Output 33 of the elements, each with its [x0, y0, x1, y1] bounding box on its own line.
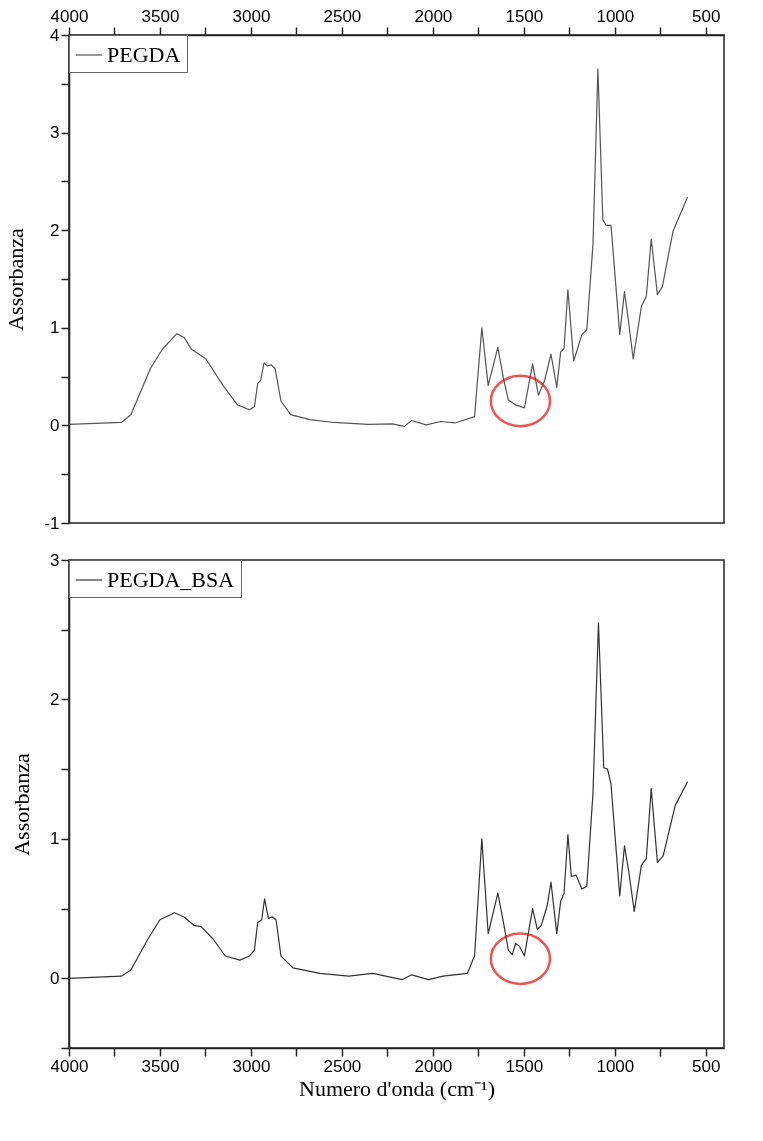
x-tick-label: 4000 [50, 1056, 89, 1076]
x-tick-label: 3000 [232, 1056, 271, 1076]
x-tick-label: 2500 [323, 1056, 362, 1076]
x-tick-label: 1000 [596, 6, 635, 26]
x-tick-label: 2500 [323, 6, 362, 26]
legend-label: PEGDA [107, 42, 181, 67]
x-tick-label: 1500 [505, 1056, 544, 1076]
y-axis-title: Assorbanza [3, 227, 29, 331]
x-tick-label: 2000 [414, 1056, 453, 1076]
y-tick-label: 0 [50, 968, 60, 988]
y-tick-label: 1 [50, 829, 60, 849]
y-tick-label: -1 [44, 513, 60, 533]
y-tick-label: 3 [50, 123, 60, 143]
y-axis-title: Assorbanza [9, 752, 35, 856]
legend-label: PEGDA_BSA [107, 567, 235, 592]
x-axis-title: Numero d'onda (cm⁻¹) [299, 1075, 495, 1101]
x-tick-label: 3500 [141, 1056, 180, 1076]
x-tick-label: 500 [692, 1056, 721, 1076]
y-tick-label: 4 [50, 25, 60, 45]
y-tick-label: 2 [50, 689, 60, 709]
y-tick-label: 0 [50, 415, 60, 435]
x-tick-label: 500 [692, 6, 721, 26]
y-tick-label: 3 [50, 550, 60, 570]
line-series [68, 622, 689, 981]
x-tick-label: 1500 [505, 6, 544, 26]
x-tick-label: 4000 [50, 6, 89, 26]
y-tick-label: 2 [50, 220, 60, 240]
x-tick-label: 3000 [232, 6, 271, 26]
x-tick-label: 1000 [596, 1056, 635, 1076]
x-tick-label: 2000 [414, 6, 453, 26]
y-tick-label: 1 [50, 318, 60, 338]
line-series [68, 68, 689, 427]
x-tick-label: 3500 [141, 6, 180, 26]
